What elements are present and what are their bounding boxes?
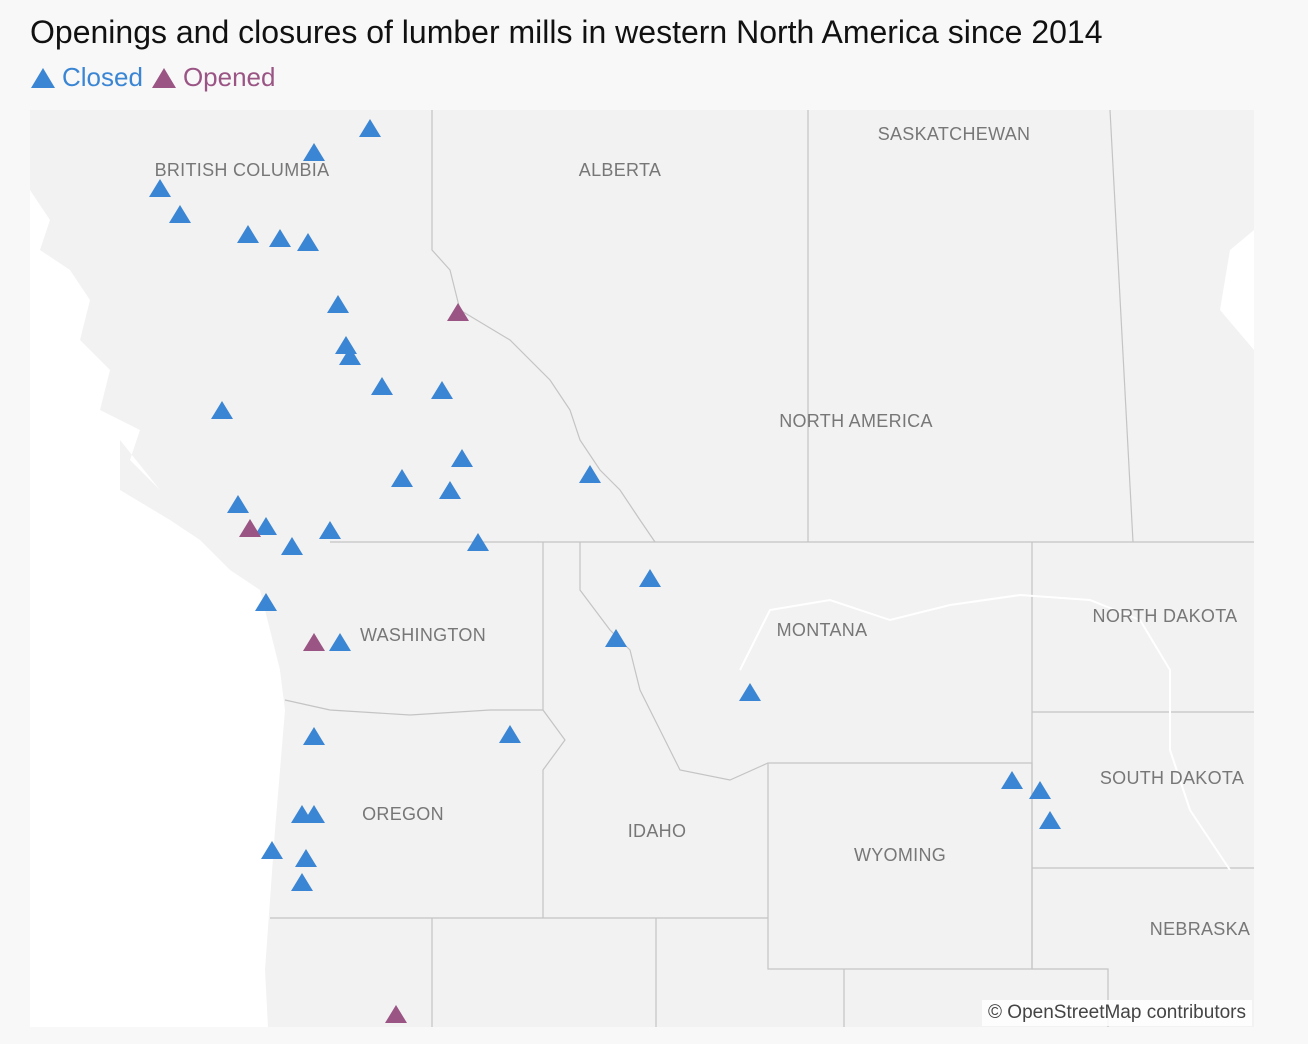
closed-mill-marker [1001,771,1023,789]
ocean [30,190,285,1027]
closed-mill-marker [451,449,473,467]
closed-mill-marker [439,481,461,499]
closed-mill-marker [739,683,761,701]
title: Openings and closures of lumber mills in… [30,14,1103,50]
region-label: NORTH DAKOTA [1093,606,1238,626]
region-label: SASKATCHEWAN [878,124,1031,144]
opened-mill-marker [303,633,325,651]
closed-mill-marker [261,841,283,859]
legend: Closed Opened [30,62,275,93]
opened-mill-marker [447,303,469,321]
closed-mill-marker [327,295,349,313]
closed-mill-marker [269,229,291,247]
lake [1220,230,1254,350]
legend-item: Closed [30,62,143,93]
closed-mill-marker [371,377,393,395]
closed-mill-marker [297,233,319,251]
closed-mill-marker [319,521,341,539]
attribution: © OpenStreetMap contributors [982,1000,1252,1026]
region-label: NORTH AMERICA [779,411,933,431]
closed-mill-marker [281,537,303,555]
closed-mill-marker [391,469,413,487]
region-label: IDAHO [628,821,687,841]
closed-mill-marker [303,727,325,745]
legend-label: Closed [62,62,143,92]
closed-mill-marker [211,401,233,419]
legend-label: Opened [182,62,276,92]
region-label: NEBRASKA [1150,919,1250,939]
legend-marker [31,67,55,88]
closed-mill-marker [639,569,661,587]
closed-mill-marker [303,805,325,823]
closed-mill-marker [467,533,489,551]
region-label: ALBERTA [579,160,661,180]
opened-mill-marker [385,1005,407,1023]
legend-item: Opened [151,62,276,93]
closed-mill-marker [339,347,361,365]
region-label: OREGON [362,804,444,824]
closed-mill-marker [605,629,627,647]
closed-mill-marker [237,225,259,243]
closed-mill-marker [149,179,171,197]
closed-mill-marker [169,205,191,223]
region-label: WASHINGTON [360,625,486,645]
legend-marker [151,67,176,88]
closed-mill-marker [227,495,249,513]
region-label: MONTANA [777,620,868,640]
closed-mill-marker [329,633,351,651]
closed-mill-marker [499,725,521,743]
closed-mill-marker [255,517,277,535]
closed-mill-marker [291,873,313,891]
closed-mill-marker [1029,781,1051,799]
borders [270,110,1254,1027]
closed-mill-marker [359,119,381,137]
opened-mill-marker [239,519,261,537]
region-label: SOUTH DAKOTA [1100,768,1244,788]
closed-mill-marker [579,465,601,483]
region-label: BRITISH COLUMBIA [155,160,330,180]
closed-mill-marker [1039,811,1061,829]
closed-mill-marker [255,593,277,611]
region-label: WYOMING [854,845,946,865]
closed-mill-marker [295,849,317,867]
closed-mill-marker [431,381,453,399]
map: BRITISH COLUMBIA ALBERTA SASKATCHEWAN NORTH… [30,110,1254,1027]
closed-mill-marker [303,143,325,161]
